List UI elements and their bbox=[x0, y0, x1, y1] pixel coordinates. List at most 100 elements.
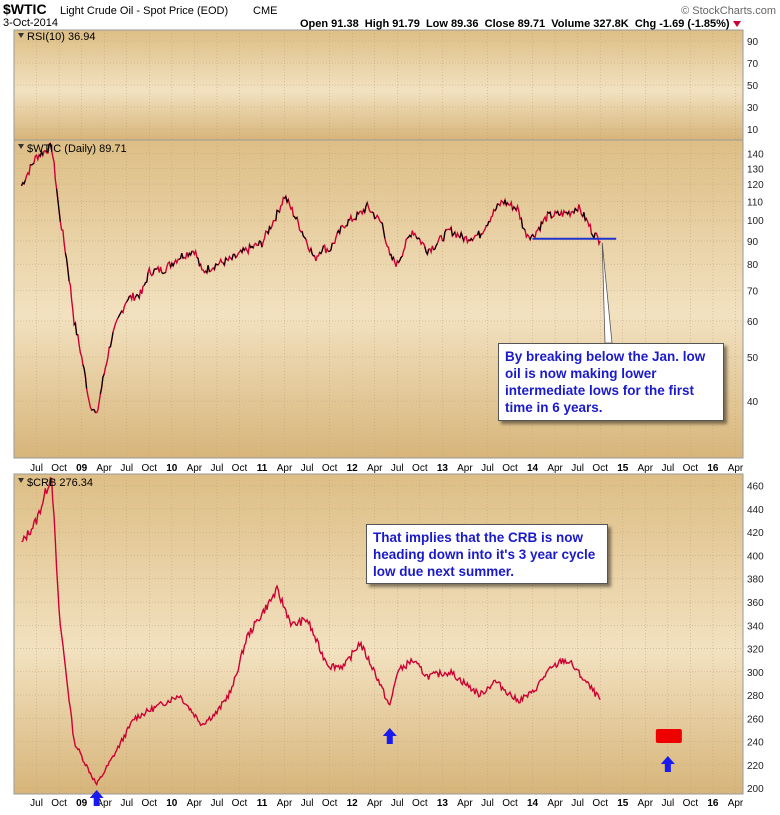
price-x-tick-label: Apr bbox=[638, 463, 654, 474]
price-x-tick-label: Apr bbox=[277, 463, 293, 474]
price-x-tick-label: Oct bbox=[141, 463, 157, 474]
crb-y-tick-label: 400 bbox=[747, 551, 764, 562]
crb-x-tick-label: 15 bbox=[617, 798, 629, 809]
price-y-tick-label: 130 bbox=[747, 164, 764, 175]
price-x-tick-label: Apr bbox=[96, 463, 112, 474]
crb-x-tick-label: Oct bbox=[322, 798, 338, 809]
crb-y-tick-label: 280 bbox=[747, 691, 764, 702]
crb-x-tick-label: Jul bbox=[661, 798, 674, 809]
crb-x-tick-label: Oct bbox=[683, 798, 699, 809]
rsi-y-tick-label: 90 bbox=[747, 37, 759, 48]
price-y-tick-label: 60 bbox=[747, 317, 759, 328]
crb-x-tick-label: Apr bbox=[96, 798, 112, 809]
crb-x-tick-label: Jul bbox=[391, 798, 404, 809]
price-x-tick-label: Oct bbox=[592, 463, 608, 474]
crb-x-tick-label: Jul bbox=[211, 798, 224, 809]
price-x-tick-label: Apr bbox=[457, 463, 473, 474]
price-x-tick-label: 11 bbox=[257, 463, 268, 474]
crb-line bbox=[21, 477, 601, 787]
price-x-tick-label: Oct bbox=[232, 463, 248, 474]
crb-y-tick-label: 320 bbox=[747, 645, 764, 656]
crb-note-callout: That implies that the CRB is now heading… bbox=[366, 524, 608, 584]
rsi-y-tick-label: 10 bbox=[747, 125, 759, 136]
price-x-tick-label: Jul bbox=[211, 463, 224, 474]
price-x-tick-label: Oct bbox=[322, 463, 338, 474]
down-change-icon bbox=[733, 21, 741, 27]
crb-x-tick-label: Apr bbox=[277, 798, 293, 809]
crb-x-tick-label: 14 bbox=[527, 798, 539, 809]
crb-x-tick-label: Jul bbox=[301, 798, 314, 809]
rsi-panel bbox=[13, 29, 744, 141]
price-x-tick-label: Jul bbox=[120, 463, 133, 474]
crb-x-tick-label: 13 bbox=[437, 798, 449, 809]
price-x-tick-label: Apr bbox=[728, 463, 744, 474]
crb-x-tick-label: Apr bbox=[547, 798, 563, 809]
oil-note-callout: By breaking below the Jan. low oil is no… bbox=[498, 343, 724, 421]
crb-y-tick-label: 260 bbox=[747, 714, 764, 725]
price-y-tick-label: 70 bbox=[747, 287, 759, 298]
crb-panel bbox=[13, 473, 744, 795]
price-x-tick-label: Jul bbox=[661, 463, 674, 474]
crb-y-tick-label: 200 bbox=[747, 784, 764, 795]
price-x-tick-label: 15 bbox=[617, 463, 629, 474]
price-y-tick-label: 40 bbox=[747, 397, 759, 408]
crb-title: $CRB 276.34 bbox=[27, 477, 93, 489]
rsi-title: RSI(10) 36.94 bbox=[27, 31, 95, 43]
up-arrow-icon bbox=[660, 756, 675, 772]
crb-x-tick-label: Apr bbox=[638, 798, 654, 809]
price-x-tick-label: Apr bbox=[187, 463, 203, 474]
price-x-tick-label: Oct bbox=[51, 463, 67, 474]
crb-x-tick-label: 16 bbox=[707, 798, 719, 809]
crb-x-tick-label: Jul bbox=[30, 798, 43, 809]
crb-x-tick-label: 10 bbox=[166, 798, 178, 809]
price-x-tick-label: Apr bbox=[367, 463, 383, 474]
crb-y-tick-label: 220 bbox=[747, 761, 764, 772]
price-y-tick-label: 100 bbox=[747, 216, 764, 227]
price-x-tick-label: Jul bbox=[30, 463, 43, 474]
rsi-y-tick-label: 50 bbox=[747, 81, 759, 92]
exchange-text: CME bbox=[253, 5, 277, 17]
crb-y-tick-label: 440 bbox=[747, 505, 764, 516]
crb-x-tick-label: Jul bbox=[481, 798, 494, 809]
price-legend-icon bbox=[18, 144, 24, 149]
credit-text: © StockCharts.com bbox=[681, 5, 776, 17]
price-y-tick-label: 120 bbox=[747, 180, 764, 191]
price-x-tick-label: 12 bbox=[347, 463, 359, 474]
price-x-tick-label: Oct bbox=[412, 463, 428, 474]
crb-x-tick-label: 09 bbox=[76, 798, 88, 809]
crb-x-tick-label: Oct bbox=[141, 798, 157, 809]
price-title: $WTIC (Daily) 89.71 bbox=[27, 143, 127, 155]
price-x-tick-label: 10 bbox=[166, 463, 178, 474]
crb-x-tick-label: Oct bbox=[412, 798, 428, 809]
crb-x-tick-label: Apr bbox=[728, 798, 744, 809]
crb-x-tick-label: Oct bbox=[592, 798, 608, 809]
crb-x-tick-label: Oct bbox=[51, 798, 67, 809]
price-x-tick-label: 16 bbox=[707, 463, 719, 474]
date-text: 3-Oct-2014 bbox=[3, 17, 58, 29]
price-x-tick-label: 14 bbox=[527, 463, 539, 474]
crb-y-tick-label: 240 bbox=[747, 738, 764, 749]
price-x-tick-label: Oct bbox=[683, 463, 699, 474]
price-x-tick-label: 09 bbox=[76, 463, 88, 474]
rsi-y-tick-label: 30 bbox=[747, 103, 759, 114]
description-text: Light Crude Oil - Spot Price (EOD) bbox=[60, 5, 228, 17]
crb-x-tick-label: Oct bbox=[232, 798, 248, 809]
crb-x-tick-label: Apr bbox=[367, 798, 383, 809]
wtic-price-dark-line bbox=[20, 142, 596, 413]
rsi-y-tick-label: 70 bbox=[747, 59, 759, 70]
price-y-tick-label: 90 bbox=[747, 237, 759, 248]
price-y-tick-label: 50 bbox=[747, 353, 759, 364]
crb-x-tick-label: Apr bbox=[187, 798, 203, 809]
price-x-tick-label: Jul bbox=[571, 463, 584, 474]
crb-y-tick-label: 300 bbox=[747, 668, 764, 679]
price-x-tick-label: Apr bbox=[547, 463, 563, 474]
price-y-tick-label: 140 bbox=[747, 150, 764, 161]
symbol-text: $WTIC bbox=[3, 1, 47, 17]
crb-y-tick-label: 460 bbox=[747, 482, 764, 493]
crb-x-tick-label: Apr bbox=[457, 798, 473, 809]
crb-legend-icon bbox=[18, 478, 24, 483]
price-x-tick-label: Jul bbox=[391, 463, 404, 474]
crb-y-tick-label: 340 bbox=[747, 621, 764, 632]
price-x-tick-label: 13 bbox=[437, 463, 449, 474]
